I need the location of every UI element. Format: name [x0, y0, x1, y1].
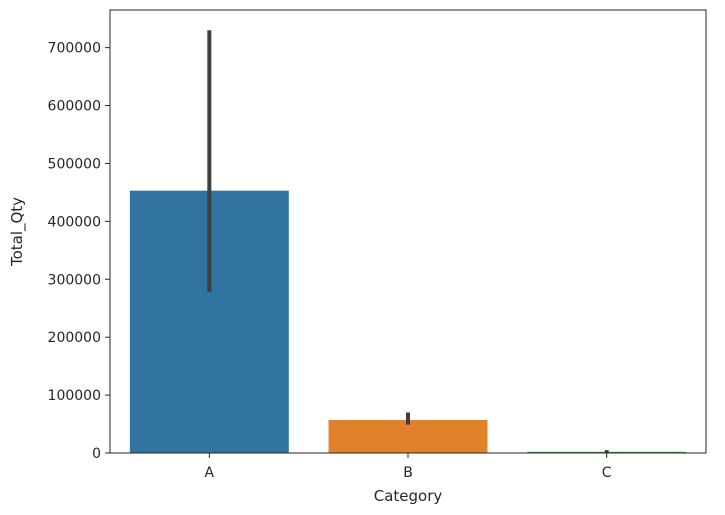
y-tick-label-700000: 700000 — [48, 41, 101, 57]
y-axis-label: Total_Qty — [8, 197, 27, 267]
x-tick-label-b: B — [403, 465, 413, 481]
x-axis: A B C — [205, 453, 612, 481]
x-tick-label-a: A — [205, 465, 215, 481]
x-tick-label-c: C — [602, 465, 612, 481]
y-tick-label-100000: 100000 — [48, 388, 101, 404]
y-tick-label-600000: 600000 — [48, 99, 101, 115]
bar-b — [328, 419, 488, 453]
y-tick-label-500000: 500000 — [48, 156, 101, 172]
y-tick-label-200000: 200000 — [48, 330, 101, 346]
y-tick-label-0: 0 — [92, 446, 101, 462]
x-axis-label: Category — [374, 487, 443, 505]
y-tick-label-400000: 400000 — [48, 214, 101, 230]
y-tick-label-300000: 300000 — [48, 272, 101, 288]
y-axis: 0 100000 200000 300000 400000 500000 600000 700… — [48, 41, 110, 462]
